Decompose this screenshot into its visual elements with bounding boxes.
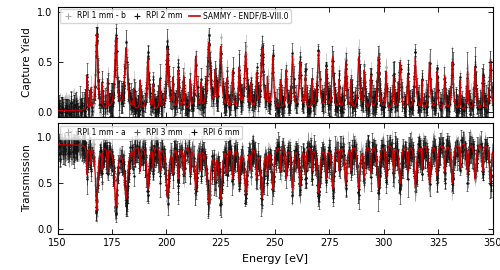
X-axis label: Energy [eV]: Energy [eV] xyxy=(242,254,308,264)
SAMMY - ENDF/B-VIII.0 xyxy=(167,96,173,99)
Y-axis label: Transmission: Transmission xyxy=(22,145,32,212)
SAMMY - ENDF/B-VIII.0 xyxy=(78,109,84,112)
SAMMY - ENDF/B-VIII.0 xyxy=(54,109,60,112)
SAMMY - ENDF/B-VIII.0 xyxy=(277,83,283,86)
SAMMY - ENDF/B-VIII.0 xyxy=(490,100,496,103)
SAMMY - ENDF/B-VIII.0 xyxy=(94,32,100,36)
Y-axis label: Capture Yield: Capture Yield xyxy=(22,27,32,97)
Line: SAMMY - ENDF/B-VIII.0: SAMMY - ENDF/B-VIII.0 xyxy=(58,34,492,111)
SAMMY - ENDF/B-VIII.0 xyxy=(284,83,290,87)
Legend: RPI 1 mm - b, RPI 2 mm, SAMMY - ENDF/B-VIII.0: RPI 1 mm - b, RPI 2 mm, SAMMY - ENDF/B-V… xyxy=(60,9,291,23)
SAMMY - ENDF/B-VIII.0 xyxy=(319,100,325,103)
Legend: RPI 1 mm - a, RPI 3 mm, RPI 6 mm: RPI 1 mm - a, RPI 3 mm, RPI 6 mm xyxy=(60,126,242,139)
SAMMY - ENDF/B-VIII.0 xyxy=(119,97,125,101)
